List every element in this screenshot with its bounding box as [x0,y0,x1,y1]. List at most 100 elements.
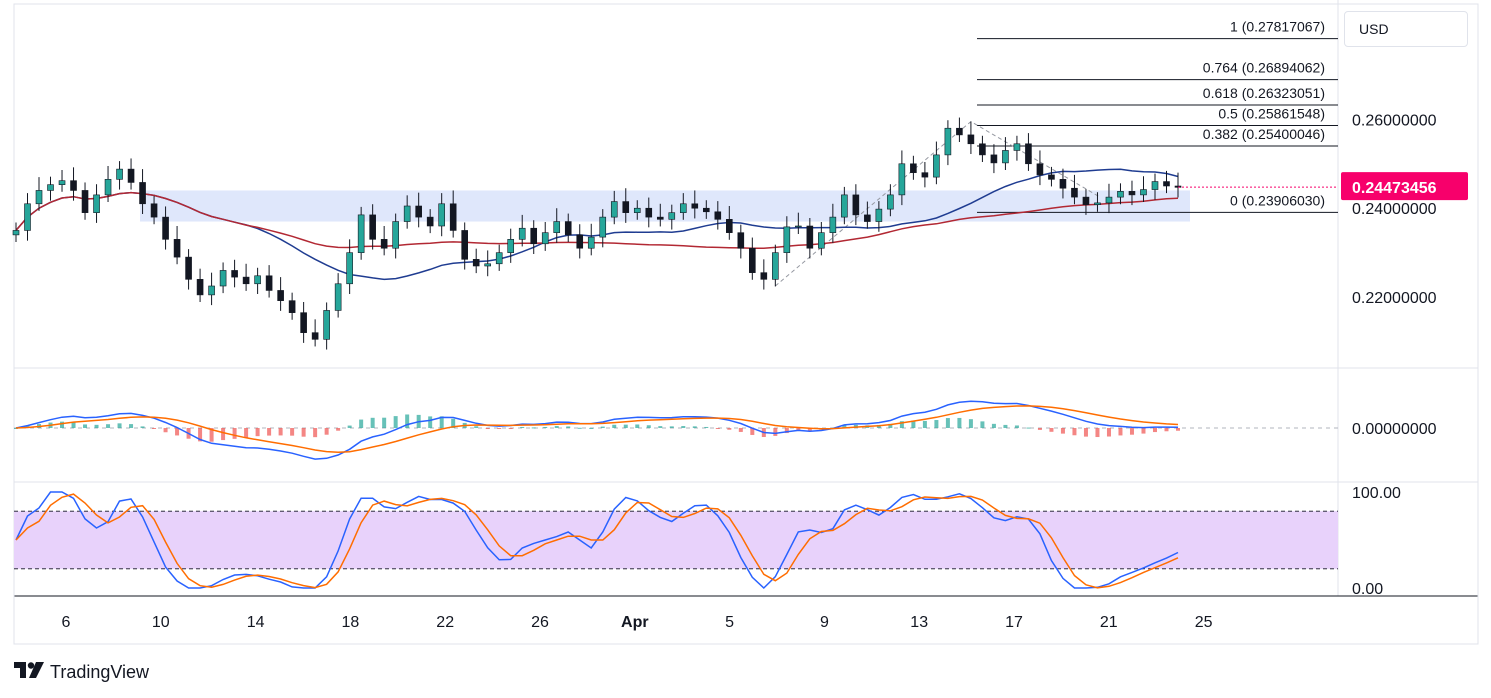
stochastic-tick-label: 0.00 [1352,581,1383,598]
candle-body [852,194,860,216]
candle-body [380,239,388,249]
macd-histogram-bar [692,426,697,428]
macd-histogram-bar [244,428,249,438]
macd-histogram-bar [163,428,168,433]
macd-histogram-bar [876,424,881,428]
candle-body [1151,181,1159,190]
candle-body [679,203,687,213]
macd-panel[interactable] [14,400,1338,460]
candle-body [645,207,653,218]
candle-body [185,256,192,280]
candle-body [346,252,353,285]
candle-body [910,163,917,173]
candle-body [300,312,307,333]
candle-body [70,180,77,191]
macd-histogram-bar [1037,428,1042,430]
candle-body [841,194,848,218]
fib-level-label: 0.382 (0.25400046) [1203,126,1325,142]
time-tick-label: 9 [820,614,829,631]
candle-body [116,168,123,180]
macd-histogram-bar [106,424,111,428]
macd-histogram-bar [1060,428,1065,434]
macd-histogram-bar [347,425,352,428]
macd-histogram-bar [14,428,18,429]
macd-histogram-bar [255,428,260,437]
macd-histogram-bar [221,428,226,441]
candle-body [93,194,100,213]
candle-body [622,201,630,213]
macd-histogram-bar [888,423,893,428]
macd-histogram-bar [1176,428,1180,431]
candle-body [323,310,330,340]
candle-body [24,203,31,231]
macd-histogram-bar [1106,428,1111,437]
candle-body [990,154,998,164]
candle-body [1140,189,1147,196]
macd-histogram-bar [382,417,387,428]
macd-histogram-bar [784,428,789,434]
tradingview-logo-icon [14,661,44,683]
time-tick-label: 10 [152,614,170,631]
candle-body [795,225,802,228]
candle-body [58,180,66,185]
time-tick-label: 18 [342,614,360,631]
macd-histogram-bar [370,417,375,428]
macd-histogram-bar [359,419,364,428]
macd-zero-label: 0.00000000 [1352,421,1437,438]
candle-body [127,168,135,183]
fib-level-label: 0.5 (0.25861548) [1218,105,1325,121]
candle-body [921,172,929,178]
candle-body [967,134,975,145]
macd-histogram-bar [957,417,962,428]
macd-histogram-bar [600,426,605,428]
macd-histogram-bar [773,428,778,436]
price-tick-label: 0.26000000 [1352,112,1437,129]
price-panel[interactable]: 1 (0.27817067) 0.764 (0.26894062) 0.618 (0… [12,19,1338,350]
candle-body [311,332,319,340]
candle-body [81,190,89,213]
candle-body [783,226,791,253]
stochastic-panel[interactable] [14,491,1338,590]
macd-histogram-bar [324,428,329,435]
fib-level-label: 0.618 (0.26323051) [1203,85,1325,101]
candle-body [403,205,411,222]
candle-body [553,221,561,233]
candle-body [277,290,284,301]
candle-body [702,207,710,213]
macd-histogram-bar [474,426,479,428]
macd-histogram-bar [1129,428,1134,435]
macd-histogram-bar [531,427,536,429]
candle-body [1094,202,1101,205]
candle-body [1048,174,1055,180]
currency-selector[interactable]: USD [1344,11,1468,47]
macd-histogram-bar [842,424,847,428]
candle-body [979,143,986,156]
brand[interactable]: TradingView [14,660,149,684]
candle-body [472,259,480,267]
candle-body [691,203,699,209]
candle-body [484,263,492,267]
candle-body [806,225,814,249]
candle-body [1082,196,1090,205]
macd-histogram-bar [1014,425,1019,428]
candle-body [829,216,837,233]
candle-body [714,211,722,220]
macd-histogram-bar [451,418,456,428]
macd-histogram-bar [1152,428,1157,433]
macd-histogram-bar [934,420,939,428]
macd-histogram-bar [1003,424,1008,428]
time-tick-label: 5 [725,614,734,631]
candle-body [1059,179,1067,189]
candle-body [265,275,273,291]
macd-histogram-bar [71,422,76,428]
candle-body [438,203,445,227]
candle-body [587,236,595,249]
macd-histogram-bar [1164,428,1169,432]
candle-body [818,232,825,249]
candle-body [1071,187,1078,198]
price-tick-label: 0.24000000 [1352,201,1437,218]
candle-body [1002,150,1009,164]
candle-body [1013,143,1021,151]
macd-histogram-bar [428,416,433,428]
